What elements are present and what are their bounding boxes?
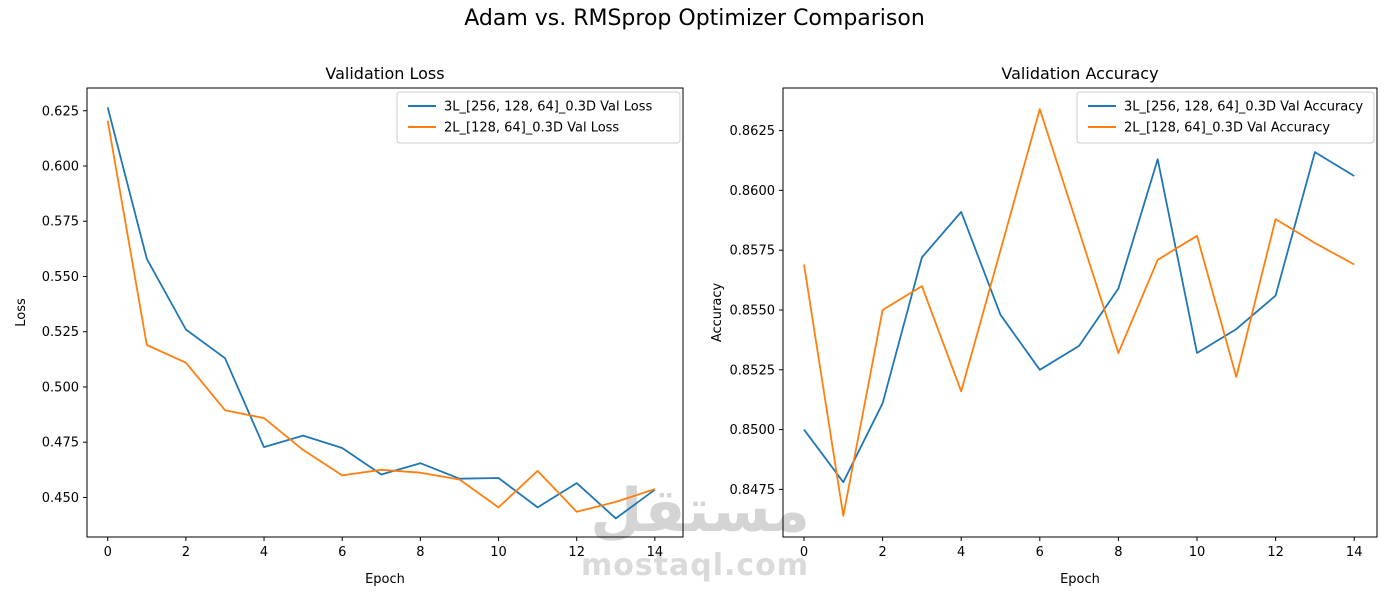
y-tick-label: 0.550	[42, 270, 79, 285]
y-tick-label: 0.475	[42, 436, 79, 451]
validation-loss-chart: 0 2 4 6 8 10 12 14 0.450 0.475 0.500 0.525 0.550 0.57…	[14, 64, 684, 587]
y-tick-label: 0.625	[42, 104, 79, 119]
watermark-url: mostaql.com	[580, 548, 810, 583]
x-tick-label: 10	[490, 545, 507, 560]
y-axis-label: Accuracy	[710, 283, 725, 343]
series-line	[803, 151, 1355, 484]
x-tick-label: 6	[1036, 545, 1044, 560]
x-tick-label: 0	[800, 545, 808, 560]
x-tick-label: 4	[957, 545, 965, 560]
x-tick-label: 14	[647, 545, 664, 560]
x-tick-label: 8	[1114, 545, 1122, 560]
x-axis-label: Epoch	[365, 572, 405, 587]
y-tick-label: 0.8525	[730, 363, 776, 378]
y-tick-label: 0.8475	[730, 483, 776, 498]
chart-title: Validation Loss	[325, 64, 444, 83]
y-tick-label: 0.8550	[730, 303, 776, 318]
y-tick-label: 0.525	[42, 325, 79, 340]
x-tick-label: 10	[1189, 545, 1206, 560]
x-tick-label: 2	[878, 545, 886, 560]
x-tick-label: 8	[416, 545, 424, 560]
y-tick-label: 0.450	[42, 491, 79, 506]
validation-accuracy-chart: 0 2 4 6 8 10 12 14 0.8475 0.8500 0.8525 0.8550 0.857…	[710, 64, 1378, 587]
series-line	[106, 107, 656, 520]
x-tick-label: 14	[1346, 545, 1363, 560]
y-tick-label: 0.8600	[730, 184, 776, 199]
x-axis-label: Epoch	[1060, 572, 1100, 587]
figure-title: Adam vs. RMSprop Optimizer Comparison	[464, 6, 925, 31]
legend-label: 2L_[128, 64]_0.3D Val Accuracy	[1124, 121, 1330, 136]
x-tick-label: 12	[1267, 545, 1284, 560]
plot-frame	[782, 87, 1378, 538]
y-tick-label: 0.575	[42, 215, 79, 230]
x-tick-label: 0	[104, 545, 112, 560]
legend-label: 3L_[256, 128, 64]_0.3D Val Loss	[444, 100, 653, 115]
y-tick-label: 0.8575	[730, 244, 776, 259]
y-tick-label: 0.600	[42, 160, 79, 175]
legend-box	[396, 91, 681, 144]
y-tick-label: 0.8625	[730, 124, 776, 139]
y-tick-label: 0.500	[42, 380, 79, 395]
legend-box	[1076, 91, 1375, 144]
chart-title: Validation Accuracy	[1001, 64, 1158, 83]
plot-frame	[86, 87, 684, 538]
x-tick-label: 4	[260, 545, 268, 560]
series-line	[106, 120, 656, 513]
series-line	[803, 108, 1355, 517]
y-tick-label: 0.8500	[730, 423, 776, 438]
x-tick-label: 6	[338, 545, 346, 560]
x-tick-label: 2	[182, 545, 190, 560]
x-tick-label: 12	[568, 545, 585, 560]
y-axis-label: Loss	[14, 298, 29, 327]
legend-label: 2L_[128, 64]_0.3D Val Loss	[444, 121, 619, 136]
legend-label: 3L_[256, 128, 64]_0.3D Val Accuracy	[1124, 100, 1363, 115]
